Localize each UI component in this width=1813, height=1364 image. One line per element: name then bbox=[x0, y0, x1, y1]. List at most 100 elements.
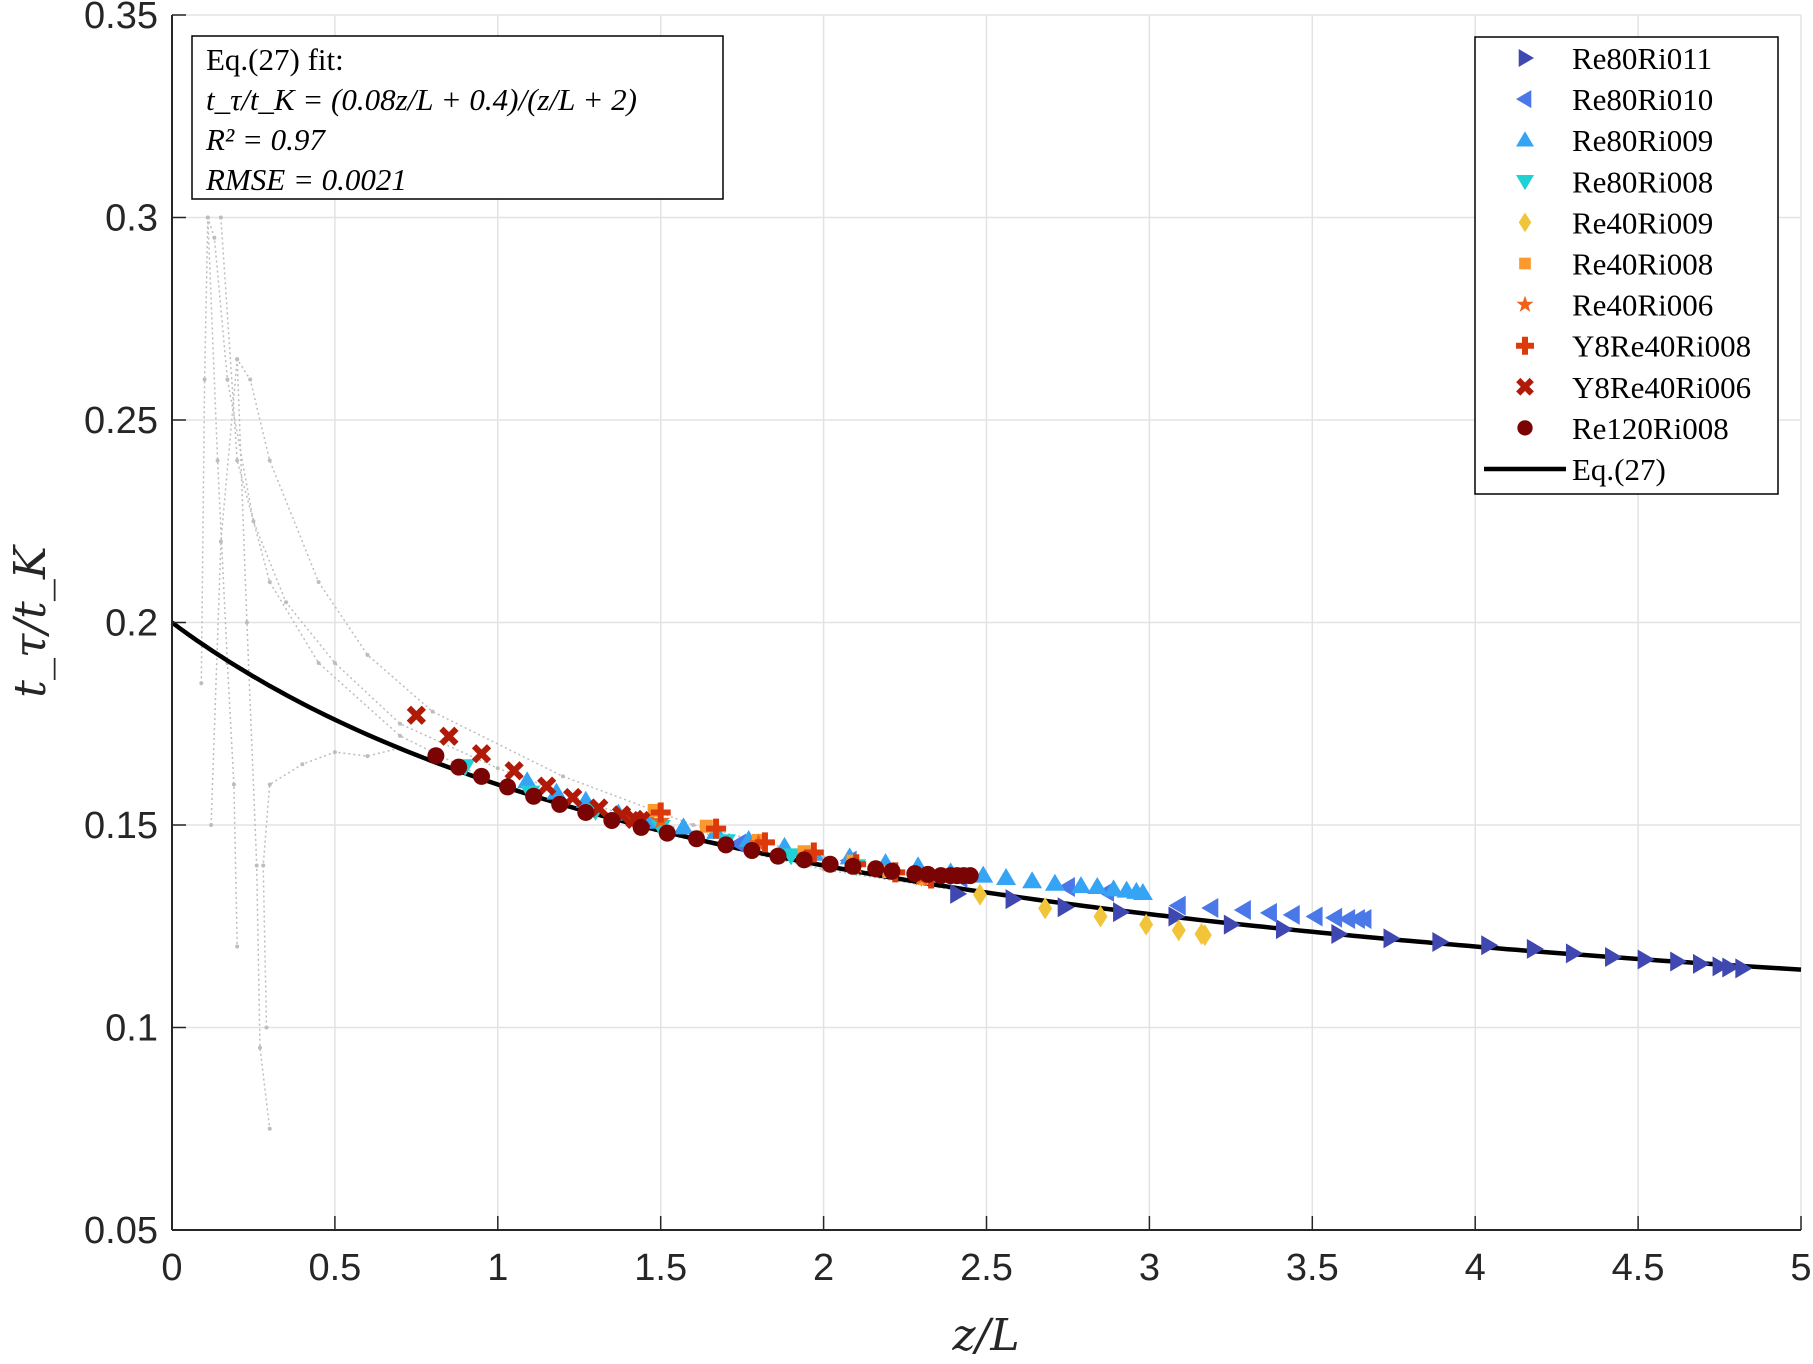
x-tick-label: 3.5 bbox=[1286, 1247, 1339, 1289]
transient-point bbox=[560, 774, 565, 779]
legend-label: Eq.(27) bbox=[1572, 452, 1666, 487]
data-point bbox=[688, 830, 706, 848]
x-axis-label: z/L bbox=[951, 1310, 1019, 1361]
data-point bbox=[1712, 956, 1730, 977]
legend-item: Re120Ri008 bbox=[1517, 411, 1729, 446]
legend-label: Re80Ri009 bbox=[1572, 123, 1713, 158]
data-point bbox=[1722, 957, 1740, 978]
legend: Re80Ri011 Re80Ri010 Re80Ri009 Re80Ri008 Re40… bbox=[1474, 36, 1779, 495]
legend-marker bbox=[1517, 420, 1533, 436]
legend-label: Re80Ri011 bbox=[1572, 41, 1712, 76]
data-point bbox=[1057, 876, 1075, 897]
transient-point bbox=[231, 782, 236, 787]
series-re120ri008 bbox=[427, 747, 979, 885]
legend-marker bbox=[1516, 90, 1532, 109]
data-point bbox=[1565, 943, 1583, 964]
transient-point bbox=[225, 377, 230, 382]
annotation-line-1: Eq.(27) fit: bbox=[206, 42, 344, 77]
transient-point bbox=[284, 600, 289, 605]
data-point bbox=[950, 883, 968, 904]
annotation-frame bbox=[191, 35, 724, 200]
data-point bbox=[504, 761, 524, 781]
data-point bbox=[1325, 907, 1343, 928]
data-point bbox=[1338, 908, 1356, 929]
legend-label: Y8Re40Ri006 bbox=[1572, 370, 1751, 405]
data-point bbox=[717, 836, 735, 854]
y-tick-label: 0.15 bbox=[84, 805, 158, 847]
data-point bbox=[1693, 953, 1711, 974]
data-point bbox=[546, 782, 567, 800]
transient-point bbox=[235, 357, 240, 362]
data-point bbox=[1022, 871, 1043, 889]
data-point bbox=[919, 865, 937, 883]
data-point bbox=[795, 851, 813, 869]
data-point bbox=[1305, 906, 1323, 927]
data-point bbox=[471, 744, 492, 764]
legend-item: Eq.(27) bbox=[1484, 452, 1666, 487]
data-point bbox=[1168, 906, 1186, 927]
legend-marker bbox=[1518, 212, 1532, 233]
data-point bbox=[1282, 904, 1300, 925]
axes: 0 0.5 1 1.5 2 2.5 3 3.5 4 4.5 5 0.05 0.1 0.15 0.2 0.25 0… bbox=[84, 0, 1812, 1289]
legend-label: Re80Ri008 bbox=[1572, 164, 1713, 199]
data-point bbox=[781, 848, 802, 866]
legend-item: Re80Ri009 bbox=[1516, 123, 1713, 158]
series-re80ri009 bbox=[517, 771, 1153, 901]
data-point bbox=[1005, 889, 1023, 910]
transient-point bbox=[202, 377, 207, 382]
transient-point bbox=[248, 377, 253, 382]
transient-point bbox=[235, 458, 240, 463]
legend-label: Re120Ri008 bbox=[1572, 411, 1729, 446]
transient-point bbox=[365, 652, 370, 657]
data-point bbox=[883, 862, 901, 880]
legend-item: Re40Ri009 bbox=[1518, 205, 1713, 240]
data-point bbox=[473, 767, 491, 785]
data-point bbox=[1201, 898, 1219, 919]
legend-item: Re80Ri011 bbox=[1518, 41, 1712, 76]
transient-point bbox=[316, 580, 321, 584]
data-point bbox=[1132, 883, 1153, 901]
legend-marker bbox=[1516, 295, 1534, 312]
data-point bbox=[517, 771, 538, 789]
transient-point bbox=[261, 863, 266, 868]
legend-label: Re80Ri010 bbox=[1572, 82, 1713, 117]
transient-point bbox=[300, 762, 305, 767]
data-point bbox=[1197, 924, 1212, 947]
transient-point bbox=[430, 709, 435, 714]
data-point bbox=[972, 883, 987, 906]
transient-point bbox=[267, 1126, 272, 1131]
transient-point bbox=[332, 661, 337, 665]
data-point bbox=[1233, 900, 1251, 921]
data-point bbox=[537, 776, 557, 796]
data-point bbox=[1223, 914, 1241, 935]
legend-item: Y8Re40Ri008 bbox=[1516, 329, 1751, 364]
y-tick-label: 0.35 bbox=[84, 0, 158, 37]
data-point bbox=[1637, 949, 1655, 970]
data-point bbox=[1070, 876, 1091, 894]
x-tick-label: 4.5 bbox=[1612, 1247, 1665, 1289]
transient-point bbox=[267, 458, 272, 463]
data-point bbox=[996, 868, 1017, 886]
annotation-box: Eq.(27) fit: t_τ/t_K = (0.08z/L + 0.4)/(… bbox=[191, 35, 724, 200]
transient-point bbox=[209, 823, 214, 827]
data-point bbox=[728, 833, 746, 854]
series-re80ri011 bbox=[950, 883, 1753, 979]
series-re40ri009 bbox=[972, 883, 1212, 947]
legend-marker bbox=[1519, 257, 1531, 270]
y-tick-label: 0.3 bbox=[105, 198, 158, 240]
transient-point bbox=[691, 823, 696, 827]
transient-point bbox=[212, 235, 217, 240]
legend-item: Re80Ri010 bbox=[1516, 82, 1713, 117]
data-point bbox=[821, 855, 839, 873]
data-point bbox=[603, 812, 621, 830]
transient-point bbox=[495, 766, 500, 771]
annotation-line-2: t_τ/t_K = (0.08z/L + 0.4)/(z/L + 2) bbox=[206, 82, 637, 117]
legend-marker bbox=[1516, 175, 1534, 191]
transient-point bbox=[215, 458, 220, 463]
data-point bbox=[450, 758, 468, 776]
transient-point bbox=[365, 754, 370, 759]
data-point bbox=[1259, 902, 1277, 923]
data-point bbox=[754, 832, 775, 853]
data-point bbox=[658, 824, 676, 842]
transient-point bbox=[218, 215, 223, 220]
